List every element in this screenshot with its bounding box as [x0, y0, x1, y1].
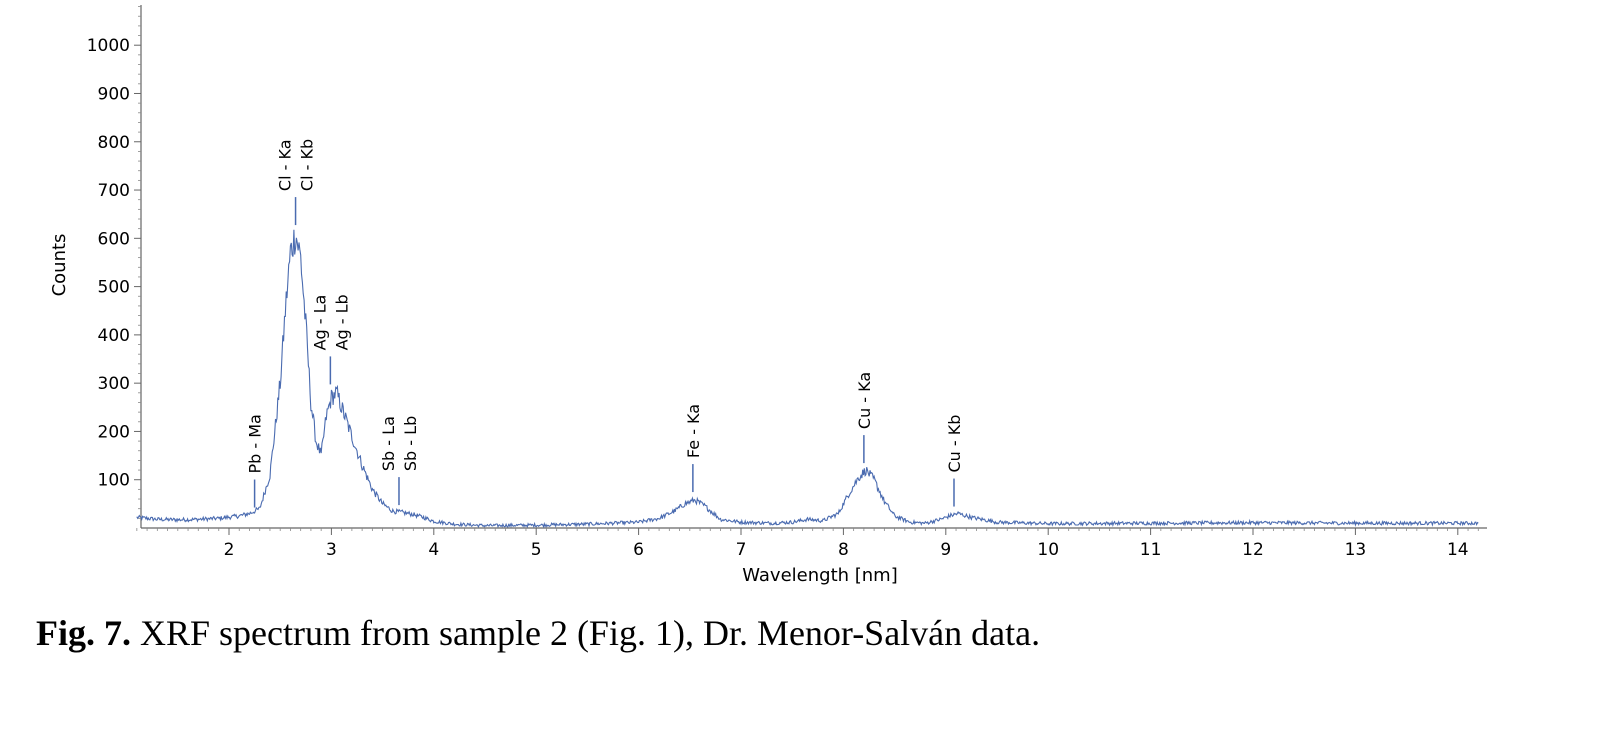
chart-series [136, 229, 1479, 529]
peak-label: Sb - Lb [401, 416, 420, 471]
peak-label: Cl - Ka [276, 139, 295, 191]
peak-label: Cl - Kb [298, 139, 317, 191]
peak-label: Ag - Lb [332, 294, 351, 350]
figure-number: Fig. 7. [36, 613, 131, 653]
x-tick-label: 9 [940, 540, 951, 560]
y-tick-label: 900 [98, 84, 130, 104]
y-tick-label: 600 [98, 229, 130, 249]
x-axis-title: Wavelength [nm] [742, 565, 898, 586]
x-tick-label: 11 [1140, 540, 1162, 560]
x-tick-label: 6 [633, 540, 644, 560]
y-tick-label: 300 [98, 374, 130, 394]
peak-label: Fe - Ka [684, 404, 703, 458]
peak-label: Cu - Ka [855, 372, 874, 429]
y-tick-label: 800 [98, 133, 130, 153]
peak-annotations: Pb - Ma Cl - Ka Cl - Kb Ag - La Ag - Lb Sb - … [246, 139, 964, 508]
peak-label: Ag - La [310, 295, 329, 351]
y-tick-label: 400 [98, 326, 130, 346]
x-tick-label: 7 [736, 540, 747, 560]
peak-label: Sb - La [379, 416, 398, 471]
y-tick-label: 1000 [87, 36, 130, 56]
x-tick-label: 2 [224, 540, 235, 560]
x-tick-label: 10 [1037, 540, 1059, 560]
chart-ticks: 2 3 4 5 6 7 8 9 10 11 12 13 14 100 200 300 400 500 600 700 8… [87, 6, 1479, 560]
x-tick-label: 5 [531, 540, 542, 560]
x-tick-label: 4 [428, 540, 439, 560]
chart-axes [140, 5, 1487, 529]
x-tick-label: 12 [1242, 540, 1264, 560]
y-tick-label: 200 [98, 422, 130, 442]
x-tick-label: 3 [326, 540, 337, 560]
y-tick-label: 700 [98, 181, 130, 201]
peak-label: Pb - Ma [246, 414, 265, 473]
x-tick-label: 13 [1345, 540, 1367, 560]
y-tick-label: 500 [98, 278, 130, 298]
spectrum-line [136, 229, 1479, 529]
xrf-spectrum-chart: 2 3 4 5 6 7 8 9 10 11 12 13 14 100 200 300 400 500 600 700 8… [49, 5, 1487, 586]
x-tick-label: 14 [1447, 540, 1469, 560]
y-tick-label: 100 [98, 471, 130, 491]
caption-text: XRF spectrum from sample 2 (Fig. 1), Dr.… [131, 613, 1041, 653]
y-axis-title: Counts [49, 234, 70, 297]
peak-label: Cu - Kb [945, 415, 964, 473]
figure-caption: Fig. 7. XRF spectrum from sample 2 (Fig.… [36, 612, 1040, 654]
x-tick-label: 8 [838, 540, 849, 560]
